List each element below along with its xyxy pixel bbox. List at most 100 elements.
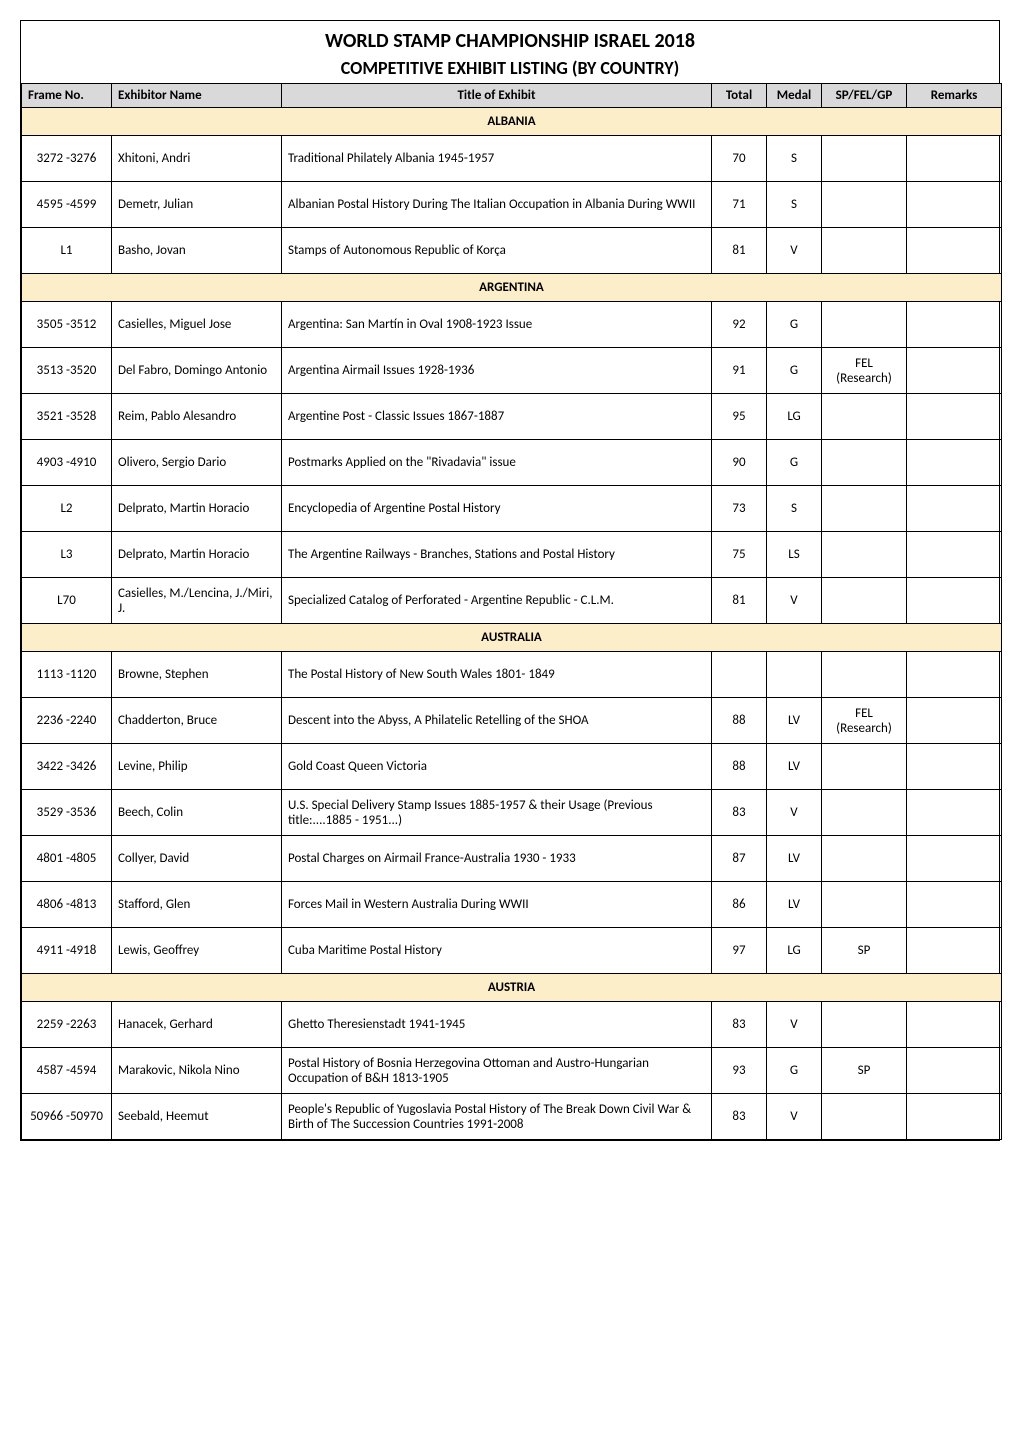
frame-no: 3272 -3276	[22, 136, 112, 182]
medal: G	[767, 302, 822, 348]
medal: V	[767, 1094, 822, 1140]
exhibitor-name: Lewis, Geoffrey	[112, 928, 282, 974]
remarks	[907, 486, 1002, 532]
section-header: AUSTRALIA	[22, 624, 1002, 652]
remarks	[907, 182, 1002, 228]
section-header: ALBANIA	[22, 108, 1002, 136]
medal: LV	[767, 698, 822, 744]
exhibit-title: Stamps of Autonomous Republic of Korça	[282, 228, 712, 274]
table-row: 3422 -3426Levine, PhilipGold Coast Queen…	[22, 744, 1002, 790]
sub-title: COMPETITIVE EXHIBIT LISTING (BY COUNTRY)	[21, 57, 999, 79]
exhibitor-name: Levine, Philip	[112, 744, 282, 790]
sp-fel-gp: FEL (Research)	[822, 698, 907, 744]
table-row: 4801 -4805Collyer, DavidPostal Charges o…	[22, 836, 1002, 882]
document-container: WORLD STAMP CHAMPIONSHIP ISRAEL 2018 COM…	[20, 20, 1000, 1141]
remarks	[907, 348, 1002, 394]
table-row: L3Delprato, Martin HoracioThe Argentine …	[22, 532, 1002, 578]
sp-fel-gp	[822, 394, 907, 440]
medal: G	[767, 440, 822, 486]
exhibit-title: Postal Charges on Airmail France-Austral…	[282, 836, 712, 882]
col-exhibitor: Exhibitor Name	[112, 84, 282, 108]
table-row: 2259 -2263Hanacek, GerhardGhetto Theresi…	[22, 1002, 1002, 1048]
table-row: 3505 -3512Casielles, Miguel JoseArgentin…	[22, 302, 1002, 348]
total-score: 75	[712, 532, 767, 578]
exhibit-title: Postmarks Applied on the "Rivadavia" iss…	[282, 440, 712, 486]
section-name: AUSTRALIA	[22, 624, 1002, 652]
frame-no: 4587 -4594	[22, 1048, 112, 1094]
sp-fel-gp	[822, 1094, 907, 1140]
medal: V	[767, 578, 822, 624]
table-row: L70Casielles, M./Lencina, J./Miri, J.Spe…	[22, 578, 1002, 624]
exhibit-title: Encyclopedia of Argentine Postal History	[282, 486, 712, 532]
frame-no: 3521 -3528	[22, 394, 112, 440]
exhibitor-name: Collyer, David	[112, 836, 282, 882]
section-name: ALBANIA	[22, 108, 1002, 136]
medal: LV	[767, 744, 822, 790]
remarks	[907, 744, 1002, 790]
total-score: 86	[712, 882, 767, 928]
table-row: 4595 -4599Demetr, JulianAlbanian Postal …	[22, 182, 1002, 228]
medal: G	[767, 348, 822, 394]
sp-fel-gp	[822, 652, 907, 698]
table-body: ALBANIA3272 -3276Xhitoni, AndriTradition…	[22, 108, 1002, 1140]
table-row: 4587 -4594Marakovic, Nikola NinoPostal H…	[22, 1048, 1002, 1094]
remarks	[907, 928, 1002, 974]
table-row: 3521 -3528Reim, Pablo AlesandroArgentine…	[22, 394, 1002, 440]
frame-no: 4595 -4599	[22, 182, 112, 228]
total-score: 95	[712, 394, 767, 440]
exhibit-title: The Argentine Railways - Branches, Stati…	[282, 532, 712, 578]
total-score: 97	[712, 928, 767, 974]
exhibit-title: Postal History of Bosnia Herzegovina Ott…	[282, 1048, 712, 1094]
medal: LS	[767, 532, 822, 578]
exhibit-title: Argentina: San Martín in Oval 1908-1923 …	[282, 302, 712, 348]
main-title: WORLD STAMP CHAMPIONSHIP ISRAEL 2018	[21, 29, 999, 53]
total-score: 81	[712, 578, 767, 624]
remarks	[907, 790, 1002, 836]
exhibitor-name: Delprato, Martin Horacio	[112, 532, 282, 578]
frame-no: 3422 -3426	[22, 744, 112, 790]
exhibit-title: Ghetto Theresienstadt 1941-1945	[282, 1002, 712, 1048]
medal: LV	[767, 836, 822, 882]
total-score: 70	[712, 136, 767, 182]
table-row: 3513 -3520Del Fabro, Domingo AntonioArge…	[22, 348, 1002, 394]
table-row: 2236 -2240Chadderton, BruceDescent into …	[22, 698, 1002, 744]
sp-fel-gp	[822, 744, 907, 790]
frame-no: 4911 -4918	[22, 928, 112, 974]
exhibit-title: Albanian Postal History During The Itali…	[282, 182, 712, 228]
frame-no: 2259 -2263	[22, 1002, 112, 1048]
exhibitor-name: Browne, Stephen	[112, 652, 282, 698]
section-name: ARGENTINA	[22, 274, 1002, 302]
sp-fel-gp: FEL (Research)	[822, 348, 907, 394]
frame-no: 4903 -4910	[22, 440, 112, 486]
total-score: 90	[712, 440, 767, 486]
exhibitor-name: Chadderton, Bruce	[112, 698, 282, 744]
exhibit-table: Frame No. Exhibitor Name Title of Exhibi…	[21, 83, 1002, 1140]
section-header: AUSTRIA	[22, 974, 1002, 1002]
total-score: 83	[712, 1094, 767, 1140]
exhibit-title: People's Republic of Yugoslavia Postal H…	[282, 1094, 712, 1140]
exhibit-title: Specialized Catalog of Perforated - Arge…	[282, 578, 712, 624]
medal: G	[767, 1048, 822, 1094]
total-score: 83	[712, 1002, 767, 1048]
frame-no: 3529 -3536	[22, 790, 112, 836]
exhibitor-name: Demetr, Julian	[112, 182, 282, 228]
exhibit-title: U.S. Special Delivery Stamp Issues 1885-…	[282, 790, 712, 836]
medal: LG	[767, 394, 822, 440]
exhibitor-name: Hanacek, Gerhard	[112, 1002, 282, 1048]
exhibitor-name: Delprato, Martin Horacio	[112, 486, 282, 532]
col-title: Title of Exhibit	[282, 84, 712, 108]
col-total: Total	[712, 84, 767, 108]
exhibit-title: Gold Coast Queen Victoria	[282, 744, 712, 790]
remarks	[907, 1094, 1002, 1140]
total-score: 83	[712, 790, 767, 836]
exhibit-title: Descent into the Abyss, A Philatelic Ret…	[282, 698, 712, 744]
total-score: 92	[712, 302, 767, 348]
exhibitor-name: Marakovic, Nikola Nino	[112, 1048, 282, 1094]
table-row: 3272 -3276Xhitoni, AndriTraditional Phil…	[22, 136, 1002, 182]
sp-fel-gp	[822, 302, 907, 348]
remarks	[907, 440, 1002, 486]
remarks	[907, 136, 1002, 182]
frame-no: L2	[22, 486, 112, 532]
exhibit-title: The Postal History of New South Wales 18…	[282, 652, 712, 698]
sp-fel-gp: SP	[822, 928, 907, 974]
